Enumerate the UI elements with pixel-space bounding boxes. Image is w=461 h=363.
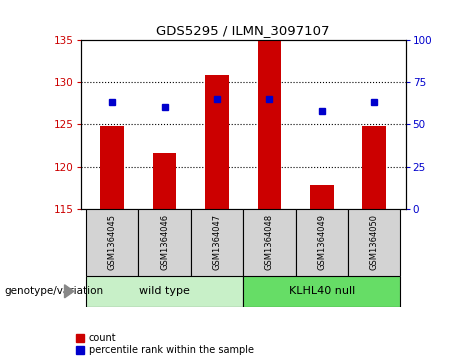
Bar	[100, 126, 124, 209]
Text: genotype/variation: genotype/variation	[5, 286, 104, 296]
Bar	[310, 185, 334, 209]
Legend: count, percentile rank within the sample: count, percentile rank within the sample	[77, 333, 254, 355]
Bar	[243, 209, 296, 276]
Bar	[86, 276, 243, 307]
Bar	[243, 276, 401, 307]
Bar	[86, 209, 138, 276]
Bar	[138, 209, 191, 276]
Bar	[296, 209, 348, 276]
Title: GDS5295 / ILMN_3097107: GDS5295 / ILMN_3097107	[156, 24, 330, 37]
Text: GSM1364050: GSM1364050	[370, 214, 379, 270]
Bar	[348, 209, 401, 276]
Text: wild type: wild type	[139, 286, 190, 296]
Text: GSM1364049: GSM1364049	[317, 214, 326, 270]
Text: GSM1364045: GSM1364045	[107, 214, 117, 270]
Bar	[362, 126, 386, 209]
Text: GSM1364047: GSM1364047	[213, 214, 221, 270]
Bar	[153, 153, 177, 209]
Bar	[191, 209, 243, 276]
Bar	[258, 40, 281, 209]
Text: GSM1364046: GSM1364046	[160, 214, 169, 270]
Text: KLHL40 null: KLHL40 null	[289, 286, 355, 296]
Text: GSM1364048: GSM1364048	[265, 214, 274, 270]
Bar	[205, 76, 229, 209]
